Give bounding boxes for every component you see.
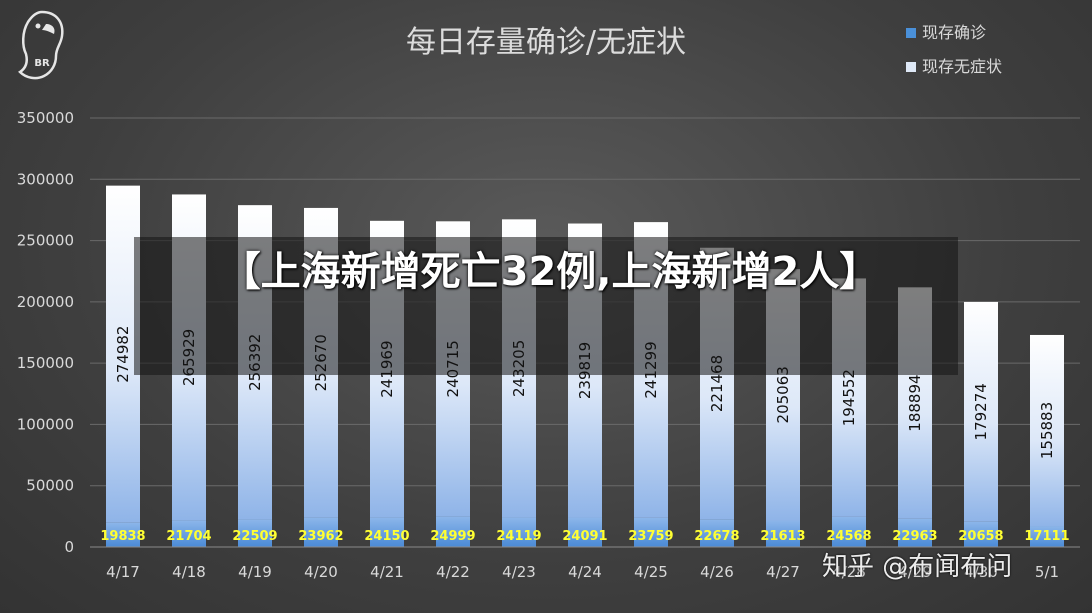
- y-tick-label: 150000: [17, 354, 74, 372]
- headline-overlay: [134, 237, 958, 375]
- data-label-confirmed: 21613: [760, 529, 805, 544]
- bar-asymptomatic: [964, 301, 998, 522]
- x-tick-label: 4/23: [502, 563, 536, 581]
- x-tick-label: 4/29: [898, 563, 932, 581]
- x-axis: 4/17 4/18 4/19 4/20 4/21 4/22 4/23 4/24 4/25 4/26…: [90, 546, 1080, 581]
- x-tick-label: 4/28: [832, 563, 866, 581]
- data-label-confirmed: 22509: [232, 529, 277, 544]
- watermark: 知乎 @布闻布问: [822, 552, 1013, 582]
- bar-confirmed: [964, 521, 998, 547]
- bar-confirmed: [172, 520, 206, 547]
- x-tick-label: 4/22: [436, 563, 470, 581]
- bar-confirmed: [898, 518, 932, 547]
- data-label-confirmed: 22678: [694, 529, 739, 544]
- bar-confirmed: [766, 520, 800, 547]
- data-label-confirmed: 24150: [364, 529, 409, 544]
- data-label-confirmed: 24119: [496, 529, 541, 544]
- data-label-confirmed: 17111: [1024, 529, 1069, 544]
- data-label-asymptomatic: 194552: [840, 369, 858, 426]
- y-tick-label: 300000: [17, 170, 74, 188]
- data-label-confirmed: 22963: [892, 529, 937, 544]
- data-label-confirmed: 24091: [562, 529, 607, 544]
- y-tick-label: 100000: [17, 415, 74, 433]
- x-tick-label: 4/25: [634, 563, 668, 581]
- data-label-confirmed: 19838: [100, 529, 145, 544]
- x-tick-label: 4/30: [964, 563, 998, 581]
- x-tick-label: 4/26: [700, 563, 734, 581]
- y-axis: 0 50000 100000 150000 200000 250000 300000 3500…: [17, 109, 74, 556]
- data-label-confirmed: 23962: [298, 529, 343, 544]
- bar-confirmed: [634, 517, 668, 547]
- x-tick-label: 4/20: [304, 563, 338, 581]
- bar-confirmed: [700, 519, 734, 547]
- x-tick-label: 4/21: [370, 563, 404, 581]
- bar-asymptomatic: [1030, 334, 1064, 527]
- y-tick-label: 350000: [17, 109, 74, 127]
- data-label-asymptomatic: 179274: [972, 383, 990, 440]
- x-tick-label: 4/24: [568, 563, 602, 581]
- legend-swatch: [906, 62, 916, 72]
- data-label-confirmed: 23759: [628, 529, 673, 544]
- y-tick-label: 250000: [17, 232, 74, 250]
- bar-confirmed: [568, 517, 602, 547]
- x-tick-label: 5/1: [1035, 563, 1059, 581]
- legend-swatch: [906, 28, 916, 38]
- bar-confirmed: [238, 519, 272, 547]
- bar-confirmed: [1030, 526, 1064, 547]
- logo-text: BR: [34, 58, 50, 69]
- x-tick-label: 4/18: [172, 563, 206, 581]
- data-label-asymptomatic: 205063: [774, 366, 792, 423]
- bar-confirmed: [304, 517, 338, 547]
- bar-confirmed: [436, 516, 470, 547]
- x-tick-label: 4/17: [106, 563, 140, 581]
- legend-label: 现存确诊: [922, 23, 986, 42]
- data-label-asymptomatic: 155883: [1038, 402, 1056, 459]
- x-tick-label: 4/19: [238, 563, 272, 581]
- bar-confirmed: [502, 517, 536, 547]
- data-label-asymptomatic: 188894: [906, 374, 924, 431]
- data-label-confirmed: 24999: [430, 529, 475, 544]
- x-tick-label: 4/27: [766, 563, 800, 581]
- bar-confirmed: [106, 522, 140, 547]
- bar-confirmed: [832, 516, 866, 547]
- data-label-confirmed: 24568: [826, 529, 871, 544]
- headline-text: 【上海新增死亡32例,上海新增2人】: [220, 249, 880, 295]
- y-tick-label: 0: [64, 538, 74, 556]
- legend-label: 现存无症状: [922, 57, 1002, 76]
- y-tick-label: 50000: [26, 477, 74, 495]
- y-tick-label: 200000: [17, 293, 74, 311]
- chart-title: 每日存量确诊/无症状: [406, 25, 686, 60]
- bar-confirmed: [370, 517, 404, 547]
- parrot-logo-icon: BR: [18, 10, 64, 80]
- data-label-confirmed: 21704: [166, 529, 211, 544]
- data-label-confirmed: 20658: [958, 529, 1003, 544]
- data-label-asymptomatic: 274982: [114, 326, 132, 383]
